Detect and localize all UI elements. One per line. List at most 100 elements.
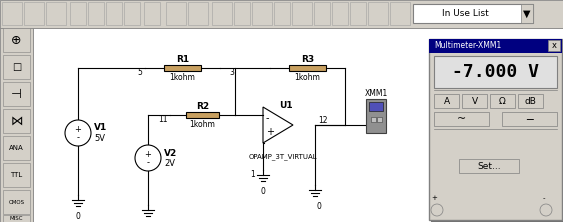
- Text: 1kohm: 1kohm: [169, 73, 195, 81]
- Circle shape: [65, 120, 91, 146]
- Text: Multimeter-XMM1: Multimeter-XMM1: [434, 42, 501, 50]
- Bar: [0, 0, 563, 28]
- Text: 2V: 2V: [164, 159, 175, 168]
- Bar: [186, 112, 219, 118]
- Bar: [88, 2, 104, 25]
- Bar: [3, 190, 30, 214]
- Bar: [274, 2, 290, 25]
- Text: ⊣: ⊣: [11, 87, 22, 101]
- Bar: [459, 159, 519, 173]
- Text: 0: 0: [75, 212, 81, 221]
- Bar: [462, 94, 487, 108]
- Bar: [3, 28, 30, 52]
- Text: A: A: [444, 97, 450, 105]
- Text: MISC: MISC: [9, 216, 23, 220]
- Bar: [332, 2, 348, 25]
- Bar: [366, 99, 386, 133]
- Text: OPAMP_3T_VIRTUAL: OPAMP_3T_VIRTUAL: [249, 154, 318, 160]
- Bar: [434, 112, 489, 126]
- Bar: [70, 2, 86, 25]
- Bar: [377, 117, 382, 122]
- Bar: [0, 28, 33, 222]
- Bar: [106, 2, 122, 25]
- Text: TTL: TTL: [10, 172, 23, 178]
- Text: -: -: [543, 195, 545, 201]
- Bar: [292, 2, 312, 25]
- Bar: [46, 2, 66, 25]
- Circle shape: [135, 145, 161, 171]
- Bar: [413, 4, 533, 23]
- Bar: [434, 94, 459, 108]
- Bar: [490, 94, 515, 108]
- Bar: [3, 55, 30, 79]
- Text: 3: 3: [377, 111, 382, 119]
- Bar: [3, 215, 30, 222]
- Text: 11: 11: [159, 115, 168, 123]
- Text: Set...: Set...: [477, 161, 501, 170]
- Bar: [369, 102, 383, 111]
- Bar: [371, 117, 376, 122]
- Bar: [518, 94, 543, 108]
- Text: -7.000 V: -7.000 V: [452, 63, 539, 81]
- Bar: [252, 2, 272, 25]
- Bar: [3, 109, 30, 133]
- Bar: [124, 2, 140, 25]
- Text: R1: R1: [176, 54, 189, 63]
- Bar: [212, 2, 232, 25]
- Text: -: -: [146, 159, 150, 168]
- Text: ─: ─: [526, 114, 533, 124]
- Text: 0: 0: [316, 202, 321, 211]
- Bar: [33, 28, 563, 222]
- Bar: [166, 2, 186, 25]
- Text: 0: 0: [261, 187, 265, 196]
- Text: ⋈: ⋈: [10, 115, 23, 127]
- Text: CMOS: CMOS: [8, 200, 25, 204]
- Bar: [188, 2, 208, 25]
- Text: ANA: ANA: [9, 145, 24, 151]
- Bar: [502, 112, 557, 126]
- Text: +: +: [266, 127, 274, 137]
- Text: ~: ~: [457, 114, 466, 124]
- Circle shape: [431, 204, 443, 216]
- Text: +: +: [431, 195, 437, 201]
- Bar: [3, 136, 30, 160]
- Text: x: x: [552, 42, 556, 50]
- Bar: [3, 82, 30, 106]
- Text: ▼: ▼: [523, 9, 531, 19]
- Bar: [2, 2, 22, 25]
- Text: 1: 1: [251, 170, 256, 178]
- Text: 5: 5: [137, 67, 142, 77]
- Text: 1kohm: 1kohm: [294, 73, 320, 81]
- Text: U1: U1: [279, 101, 293, 109]
- Text: □: □: [12, 62, 21, 72]
- Bar: [144, 2, 160, 25]
- Text: dB: dB: [525, 97, 537, 105]
- Text: 1kohm: 1kohm: [190, 119, 216, 129]
- Text: In Use List: In Use List: [441, 9, 488, 18]
- Bar: [521, 4, 533, 23]
- Text: 5V: 5V: [94, 133, 105, 143]
- Bar: [431, 41, 563, 222]
- Bar: [314, 2, 330, 25]
- Text: V: V: [471, 97, 477, 105]
- Text: -: -: [77, 133, 79, 143]
- Text: R2: R2: [196, 101, 209, 111]
- Bar: [234, 2, 250, 25]
- Text: R3: R3: [301, 54, 314, 63]
- Text: ⊕: ⊕: [11, 34, 22, 46]
- Text: +: +: [145, 149, 151, 159]
- Bar: [429, 39, 562, 220]
- Bar: [390, 2, 410, 25]
- Text: -: -: [266, 113, 270, 123]
- Bar: [350, 2, 366, 25]
- Bar: [548, 40, 560, 51]
- Text: 3: 3: [229, 67, 234, 77]
- Text: XMM1: XMM1: [364, 89, 387, 97]
- Bar: [368, 2, 388, 25]
- Bar: [429, 39, 562, 53]
- Circle shape: [540, 204, 552, 216]
- Text: +: +: [74, 125, 82, 133]
- Bar: [434, 56, 557, 88]
- Bar: [3, 163, 30, 187]
- Text: 12: 12: [318, 115, 328, 125]
